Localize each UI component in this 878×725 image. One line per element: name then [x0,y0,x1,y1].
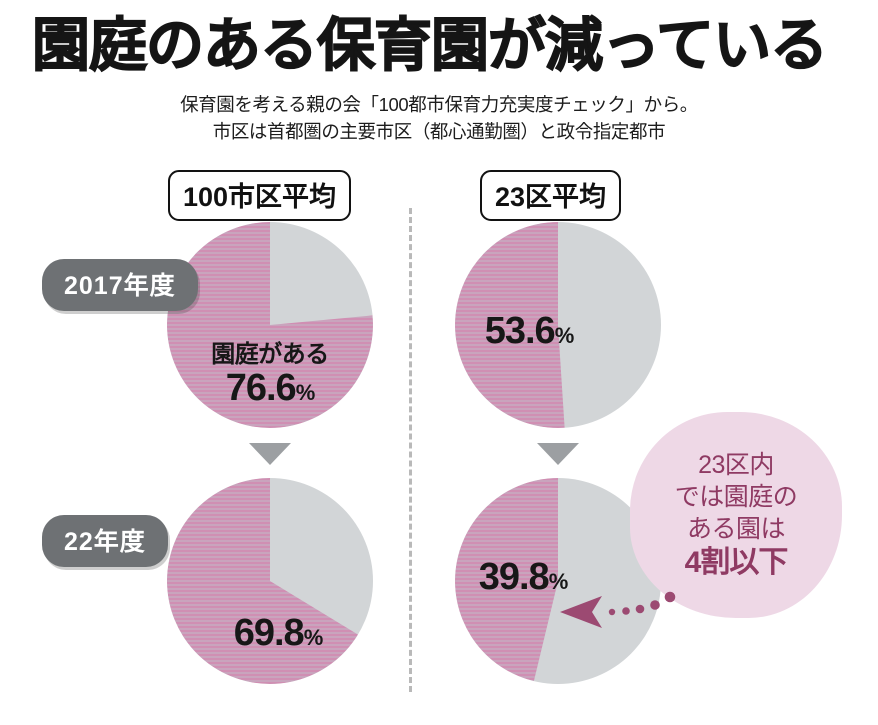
pie-chart-100-districts-2017: 園庭がある 76.6% [167,222,373,428]
pie-value-label: 39.8% [443,556,603,599]
column-header-23-wards: 23区平均 [480,170,622,221]
subtitle-line-2: 市区は首都圏の主要市区（都心通勤圏）と政令指定都市 [212,121,666,142]
pie-value-unit: % [548,569,569,594]
pie-value-number: 69.8 [233,612,305,654]
callout-line-4: 4割以下 [684,546,789,579]
pie-slice-has-garden-clip [167,478,373,684]
pie-value-label: 69.8% [175,612,381,655]
down-arrow-icon-right [537,443,579,465]
callout-line-1: 23区内 [698,451,774,479]
column-header-100-districts: 100市区平均 [168,170,352,221]
pie-value-unit: % [554,323,575,348]
pie-slice-has-garden-clip [167,222,373,428]
vertical-dashed-divider [409,208,412,692]
subtitle-block: 保育園を考える親の会「100都市保育力充実度チェック」から。 市区は首都圏の主要… [0,92,878,144]
pie-chart-23-wards-2017: 53.6% [455,222,661,428]
callout-line-2: では園庭の [674,483,798,511]
pie-value-number: 39.8 [478,556,550,598]
subtitle-line-1: 保育園を考える親の会「100都市保育力充実度チェック」から。 [180,94,698,115]
row-label-2017: 2017年度 [42,259,198,311]
pie-value-number: 76.6 [225,367,297,409]
pie-value-unit: % [295,380,316,405]
pie-value-label: 園庭がある 76.6% [167,334,373,410]
down-arrow-icon-left [249,443,291,465]
page-title: 園庭のある保育園が減っている [31,13,829,78]
pie-value-unit: % [303,625,324,650]
pie-value-number: 53.6 [484,310,556,352]
callout-line-3: ある園は [686,515,786,543]
row-label-2022: 22年度 [42,515,168,567]
pie-value-label: 53.6% [449,310,609,353]
callout-bubble: 23区内 では園庭の ある園は 4割以下 [630,412,842,618]
dotted-arrow-icon [556,586,686,638]
pie-caption: 園庭がある [211,341,329,368]
pie-chart-100-districts-2022: 69.8% [167,478,373,684]
